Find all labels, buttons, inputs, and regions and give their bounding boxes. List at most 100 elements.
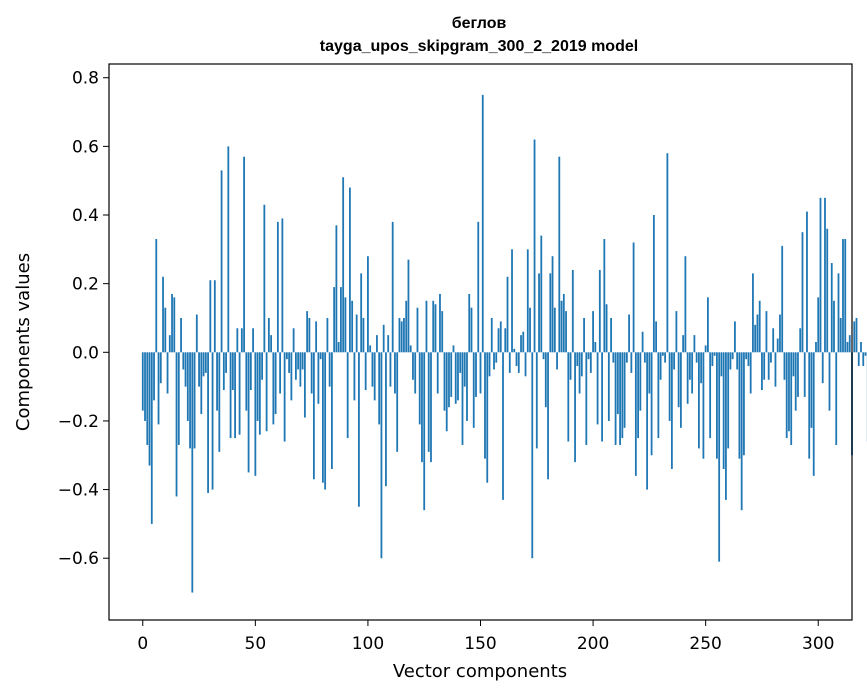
bar-component-33 bbox=[216, 352, 218, 411]
bar-component-17 bbox=[180, 317, 182, 353]
bar-component-187 bbox=[562, 293, 565, 353]
bar-component-223 bbox=[643, 352, 646, 363]
bar-component-68 bbox=[294, 352, 297, 380]
bar-component-212 bbox=[619, 352, 621, 445]
bar-component-170 bbox=[524, 352, 527, 377]
bar-component-185 bbox=[558, 156, 561, 353]
bar-component-164 bbox=[511, 249, 513, 353]
bar-component-111 bbox=[391, 221, 394, 353]
x-tick-label: 150 bbox=[464, 634, 496, 654]
bar-component-253 bbox=[711, 352, 714, 367]
bar-component-293 bbox=[801, 232, 804, 353]
bar-component-140 bbox=[457, 352, 459, 401]
bar-component-115 bbox=[400, 321, 403, 353]
bar-component-204 bbox=[601, 352, 603, 442]
bar-component-52 bbox=[258, 352, 261, 435]
bar-component-184 bbox=[556, 352, 558, 370]
bar-component-216 bbox=[628, 314, 630, 353]
bar-component-193 bbox=[576, 352, 579, 367]
bar-component-312 bbox=[844, 239, 847, 353]
bar-component-129 bbox=[432, 300, 435, 353]
bar-component-300 bbox=[817, 297, 820, 353]
bar-component-132 bbox=[439, 293, 441, 353]
bar-component-48 bbox=[249, 352, 252, 391]
bar-component-230 bbox=[659, 352, 662, 380]
bar-component-294 bbox=[803, 352, 806, 397]
bar-component-4 bbox=[150, 352, 153, 524]
bar-component-144 bbox=[466, 352, 468, 421]
bar-component-146 bbox=[470, 307, 473, 353]
bar-component-126 bbox=[425, 300, 428, 353]
bar-component-288 bbox=[790, 352, 793, 445]
bar-component-98 bbox=[362, 317, 365, 353]
bar-component-244 bbox=[691, 352, 694, 394]
bar-component-320 bbox=[862, 352, 865, 367]
bar-component-104 bbox=[376, 335, 378, 353]
bar-component-246 bbox=[695, 352, 698, 363]
bar-component-199 bbox=[589, 352, 592, 373]
bar-component-153 bbox=[486, 352, 489, 483]
bar-component-7 bbox=[157, 352, 160, 425]
bar-component-64 bbox=[285, 352, 288, 360]
bar-component-308 bbox=[835, 352, 838, 445]
bar-component-123 bbox=[418, 352, 421, 425]
bar-component-188 bbox=[565, 311, 567, 353]
bar-component-90 bbox=[344, 297, 347, 353]
bar-component-266 bbox=[740, 352, 743, 511]
bar-component-24 bbox=[195, 314, 198, 353]
bar-component-173 bbox=[531, 352, 534, 559]
bar-component-162 bbox=[506, 276, 509, 353]
bar-component-58 bbox=[272, 352, 275, 425]
bar-component-112 bbox=[394, 352, 396, 394]
bar-component-232 bbox=[664, 352, 667, 363]
bar-component-156 bbox=[493, 352, 495, 370]
bar-component-49 bbox=[252, 328, 254, 353]
bar-component-55 bbox=[265, 352, 268, 432]
bar-component-36 bbox=[222, 352, 225, 391]
bar-component-165 bbox=[513, 348, 516, 353]
bar-component-287 bbox=[788, 352, 790, 432]
x-tick-label: 50 bbox=[245, 634, 267, 654]
bar-component-110 bbox=[389, 352, 392, 387]
bar-component-97 bbox=[360, 273, 363, 353]
bar-component-186 bbox=[560, 300, 563, 353]
bar-component-309 bbox=[837, 273, 840, 353]
bar-component-211 bbox=[616, 352, 619, 415]
bar-component-311 bbox=[842, 239, 844, 353]
bar-component-179 bbox=[544, 352, 547, 408]
bar-component-182 bbox=[551, 256, 554, 353]
bar-component-238 bbox=[677, 352, 680, 408]
x-tick-label: 300 bbox=[802, 634, 834, 654]
bar-component-274 bbox=[758, 300, 761, 353]
bar-component-1 bbox=[144, 352, 146, 421]
bar-component-292 bbox=[799, 328, 802, 353]
bar-component-3 bbox=[148, 352, 151, 466]
bar-component-41 bbox=[234, 352, 236, 439]
bar-component-51 bbox=[256, 352, 259, 421]
bar-component-259 bbox=[725, 352, 727, 500]
bar-component-57 bbox=[270, 335, 273, 353]
bar-component-54 bbox=[263, 204, 266, 353]
bar-component-264 bbox=[736, 352, 739, 370]
bar-component-142 bbox=[461, 352, 464, 445]
bar-component-286 bbox=[785, 352, 788, 439]
bar-component-168 bbox=[520, 335, 522, 353]
y-tick-label: 0.2 bbox=[72, 275, 99, 295]
bar-component-71 bbox=[301, 352, 304, 370]
bar-component-82 bbox=[326, 317, 329, 353]
x-tick-label: 100 bbox=[352, 634, 384, 654]
bar-component-297 bbox=[810, 352, 813, 428]
bar-component-25 bbox=[198, 352, 200, 387]
bar-component-252 bbox=[709, 352, 712, 439]
bar-component-81 bbox=[324, 352, 327, 490]
y-tick-label: −0.4 bbox=[58, 481, 99, 501]
bar-component-192 bbox=[574, 352, 576, 463]
y-tick-label: −0.6 bbox=[58, 549, 99, 569]
bar-component-23 bbox=[193, 352, 196, 449]
bar-component-198 bbox=[587, 352, 590, 360]
bar-component-99 bbox=[364, 352, 367, 391]
bar-component-154 bbox=[488, 352, 491, 377]
bar-component-318 bbox=[857, 352, 860, 367]
bar-component-61 bbox=[279, 352, 282, 394]
bar-component-219 bbox=[634, 352, 637, 476]
